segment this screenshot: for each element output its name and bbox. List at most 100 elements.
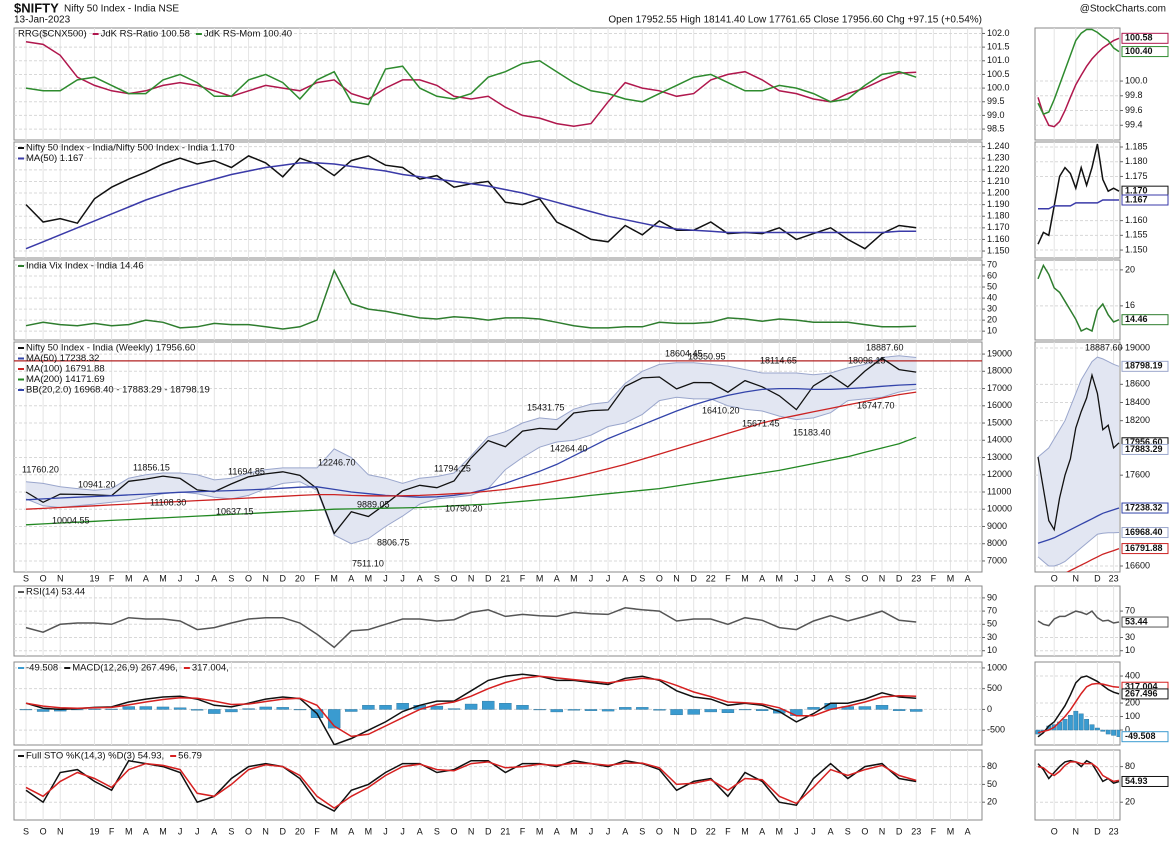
x-tick-label: N: [879, 573, 886, 583]
series-line: [25, 357, 917, 535]
panel-frame: [13, 141, 983, 259]
y-tick-label: 99.0: [987, 110, 1005, 120]
panel: 16600 17600 18200 18400 18600 1900018887.6018…: [1034, 341, 1169, 573]
symbol: $NIFTY: [14, 0, 59, 15]
x-tick-label: O: [40, 573, 47, 583]
price-annotation: 18887.60: [866, 342, 904, 352]
x-tick-label: O: [1051, 826, 1058, 836]
y-tick-label: 18000: [987, 366, 1012, 376]
x-tick-label: N: [673, 826, 680, 836]
series-line: [1037, 682, 1120, 734]
series-line: [1037, 263, 1120, 333]
y-tick-label: 40: [987, 292, 997, 302]
histogram-bar: [208, 709, 221, 714]
histogram-bar: [293, 709, 307, 711]
value-box: [1121, 502, 1169, 514]
y-tick-label: 17000: [987, 383, 1012, 393]
x-tick-label: J: [383, 573, 388, 583]
y-tick-label: 30: [1125, 632, 1135, 642]
histogram-bar: [910, 709, 923, 712]
series-line: [25, 673, 917, 745]
x-tick-label: 19: [89, 573, 99, 583]
x-tick-label: D: [896, 573, 903, 583]
y-tick-label: 200: [1125, 697, 1140, 707]
series-line: [1037, 507, 1120, 544]
y-tick-label: 60: [987, 270, 997, 280]
value-box: [1121, 688, 1169, 700]
value-box: [1121, 194, 1169, 206]
price-annotation: 7511.10: [352, 558, 384, 568]
legend-label: MACD(12,26,9) 267.496,: [72, 663, 178, 674]
histogram-bar: [173, 707, 187, 710]
value-box-label: 17956.60: [1125, 437, 1163, 447]
source: @StockCharts.com: [1080, 4, 1166, 15]
value-box-label: 267.496: [1125, 688, 1158, 698]
histogram-bar: [259, 706, 272, 710]
price-annotation: 18096.15: [848, 355, 886, 365]
y-tick-label: 1.150: [987, 245, 1010, 255]
price-annotation: 11794.25: [434, 463, 471, 473]
y-tick-label: 16: [1125, 300, 1135, 310]
price-annotation: 11760.20: [22, 464, 59, 474]
y-tick-label: 100.5: [987, 69, 1010, 79]
plot-area: [1035, 675, 1120, 738]
x-tick-label: O: [245, 826, 252, 836]
x-tick-label: D: [280, 826, 287, 836]
series-line: [1037, 675, 1120, 738]
x-tick-label: O: [656, 573, 663, 583]
date: 13-Jan-2023: [14, 15, 71, 26]
histogram-bar: [122, 706, 135, 710]
legend-label: JdK RS-Ratio 100.58: [101, 29, 190, 40]
y-tick-label: 10: [1125, 645, 1135, 655]
x-tick-label: M: [947, 573, 955, 583]
plot-area: [25, 40, 917, 128]
y-tick-label: 1.175: [1125, 171, 1148, 181]
x-tick-label: A: [554, 573, 560, 583]
histogram-bar: [1094, 727, 1100, 731]
x-tick-label: S: [845, 826, 851, 836]
x-tick-label: J: [794, 826, 799, 836]
x-tick-label: D: [1094, 826, 1101, 836]
panel: 10 30 50 70 90 RSI(14) 53.44: [13, 585, 997, 657]
y-tick-label: 500: [987, 683, 1002, 693]
price-annotation: 11108.30: [150, 497, 186, 507]
x-tick-label: A: [759, 573, 765, 583]
x-tick-label: J: [794, 573, 799, 583]
value-box: [1121, 32, 1169, 44]
x-tick-label: D: [690, 573, 697, 583]
histogram-bar: [875, 705, 889, 710]
bollinger-band: [1038, 357, 1119, 567]
series-line: [25, 436, 917, 526]
legend-label: MA(200) 14171.69: [26, 374, 105, 385]
x-tick-label: 20: [295, 573, 305, 583]
value-box-label: 17238.32: [1125, 502, 1163, 512]
plot-area: [1037, 356, 1120, 572]
x-tick-label: 21: [500, 573, 510, 583]
series-line: [1037, 610, 1120, 627]
legend-label: MA(50) 17238.32: [26, 353, 99, 364]
price-annotation: 15671.45: [742, 418, 780, 428]
x-tick-label: 20: [295, 826, 305, 836]
x-tick-label: 21: [500, 826, 510, 836]
y-tick-label: 7000: [987, 555, 1007, 565]
legend-label: -49.508: [26, 663, 58, 674]
legend-label: Nifty 50 Index - India (Weekly) 17956.60: [26, 343, 195, 354]
price-annotation: 8806.75: [377, 537, 410, 547]
x-tick-label: A: [211, 573, 217, 583]
x-tick-label: 19: [89, 826, 99, 836]
histogram-bar: [190, 709, 204, 711]
value-box: [1121, 616, 1169, 628]
x-tick-label: J: [178, 826, 183, 836]
x-tick-label: D: [896, 826, 903, 836]
value-box: [1121, 731, 1169, 743]
value-box: [1121, 46, 1169, 58]
band-lower: [1037, 532, 1120, 567]
x-tick-label: F: [314, 573, 320, 583]
y-tick-label: 1.240: [987, 141, 1010, 151]
legend-label: RSI(14) 53.44: [26, 587, 85, 598]
x-tick-label: F: [931, 573, 937, 583]
value-box: [1121, 360, 1169, 372]
histogram-bar: [1084, 719, 1090, 731]
y-tick-label: 20: [987, 315, 997, 325]
